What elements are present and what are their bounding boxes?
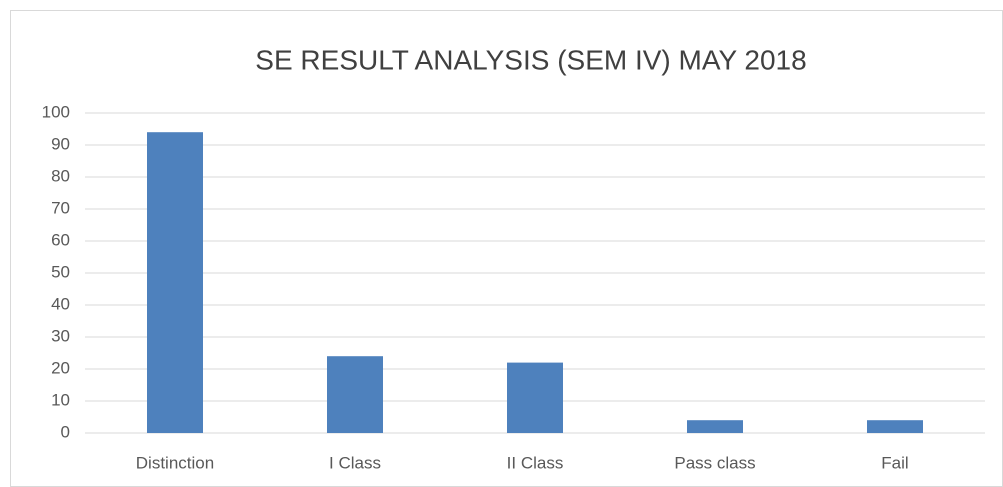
y-tick-label: 90 [51,134,70,153]
y-tick-label: 20 [51,358,70,377]
y-tick-label: 70 [51,198,70,217]
x-tick-label: II Class [507,453,564,472]
bar [147,132,203,433]
y-tick-label: 10 [51,390,70,409]
x-tick-label: Distinction [136,453,214,472]
bar [867,420,923,433]
x-tick-label: I Class [329,453,381,472]
y-tick-label: 0 [61,422,70,441]
y-tick-label: 60 [51,230,70,249]
y-tick-label: 50 [51,262,70,281]
chart-title: SE RESULT ANALYSIS (SEM IV) MAY 2018 [255,44,806,75]
y-tick-label: 80 [51,166,70,185]
y-tick-label: 30 [51,326,70,345]
bar [687,420,743,433]
x-tick-label: Fail [881,453,908,472]
y-tick-label: 40 [51,294,70,313]
bar [507,362,563,433]
bar [327,356,383,433]
x-tick-label: Pass class [674,453,755,472]
y-tick-label: 100 [42,102,70,121]
